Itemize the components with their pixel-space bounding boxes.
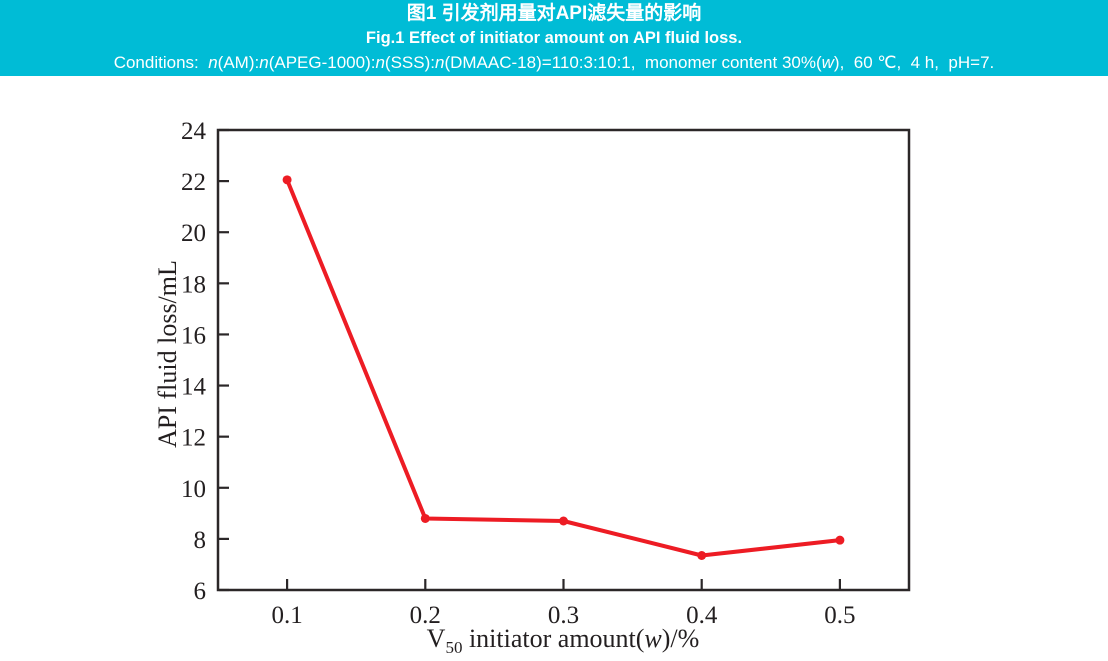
- data-point: [697, 551, 707, 560]
- y-tick-label: 24: [181, 118, 207, 145]
- y-tick-label: 10: [181, 476, 206, 503]
- figure-title-zh: 图1 引发剂用量对API滤失量的影响: [406, 3, 702, 24]
- x-tick-label: 0.3: [548, 602, 579, 629]
- figure-caption-banner: 图1 引发剂用量对API滤失量的影响 Fig.1 Effect of initi…: [0, 0, 1108, 76]
- data-line: [285, 177, 842, 558]
- y-tick-label: 12: [181, 425, 206, 452]
- figure-conditions: Conditions: n(AM):n(APEG-1000):n(SSS):n(…: [113, 53, 995, 72]
- data-point: [559, 516, 568, 526]
- data-point: [282, 175, 292, 185]
- fluid-loss-line-chart: 6 8 10 12 14 16 18 20 22 24 0.1 0.2 0.3 0.4 0.5: [181, 118, 911, 629]
- y-axis-title: API fluid loss/mL: [153, 260, 182, 448]
- data-point: [420, 513, 430, 523]
- y-tick-label: 8: [194, 527, 207, 554]
- x-tick-label: 0.2: [410, 602, 441, 629]
- y-tick-label: 14: [181, 374, 207, 401]
- y-tick-label: 18: [181, 271, 206, 298]
- y-tick-label: 16: [181, 322, 206, 349]
- chart-area: 6 8 10 12 14 16 18 20 22 24 0.1 0.2 0.3 0.4 0.5 API fl…: [0, 76, 1108, 661]
- data-point: [835, 535, 845, 545]
- y-tick-label: 20: [181, 220, 206, 247]
- y-tick-label: 6: [194, 578, 207, 605]
- plot-border: [216, 128, 911, 592]
- x-axis-title: V50 initiator amount(w)/%: [426, 623, 700, 658]
- x-tick-label: 0.1: [271, 602, 302, 629]
- y-tick-label: 22: [181, 169, 206, 196]
- figure-title-en: Fig.1 Effect of initiator amount on API …: [365, 29, 743, 47]
- x-tick-label: 0.4: [686, 602, 718, 629]
- x-tick-label: 0.5: [824, 602, 855, 629]
